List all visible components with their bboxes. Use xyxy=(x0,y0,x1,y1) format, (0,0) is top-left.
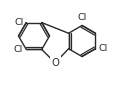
Text: Cl: Cl xyxy=(77,13,87,23)
Text: Cl: Cl xyxy=(14,45,23,54)
Text: Cl: Cl xyxy=(14,18,23,27)
Text: Cl: Cl xyxy=(98,44,108,53)
Text: O: O xyxy=(51,58,59,68)
